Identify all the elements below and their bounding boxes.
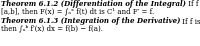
- Text: then ∫ₐᵇ f′(x) dx = f(b) − f(a).: then ∫ₐᵇ f′(x) dx = f(b) − f(a).: [1, 25, 103, 33]
- Text: [a,b], then F(x) = ∫ₐˣ f(t) dt is C¹ and F′ = f.: [a,b], then F(x) = ∫ₐˣ f(t) dt is C¹ and…: [1, 7, 154, 16]
- Text: Theorem 6.1.3 (Integration of the Derivative): Theorem 6.1.3 (Integration of the Deriva…: [1, 17, 180, 25]
- Text: If f is continuous on: If f is continuous on: [186, 0, 200, 8]
- Text: If f is C¹ on [a,b],: If f is C¹ on [a,b],: [180, 17, 200, 25]
- Text: Theorem 6.1.2 (Differentiation of the Integral): Theorem 6.1.2 (Differentiation of the In…: [1, 0, 186, 8]
